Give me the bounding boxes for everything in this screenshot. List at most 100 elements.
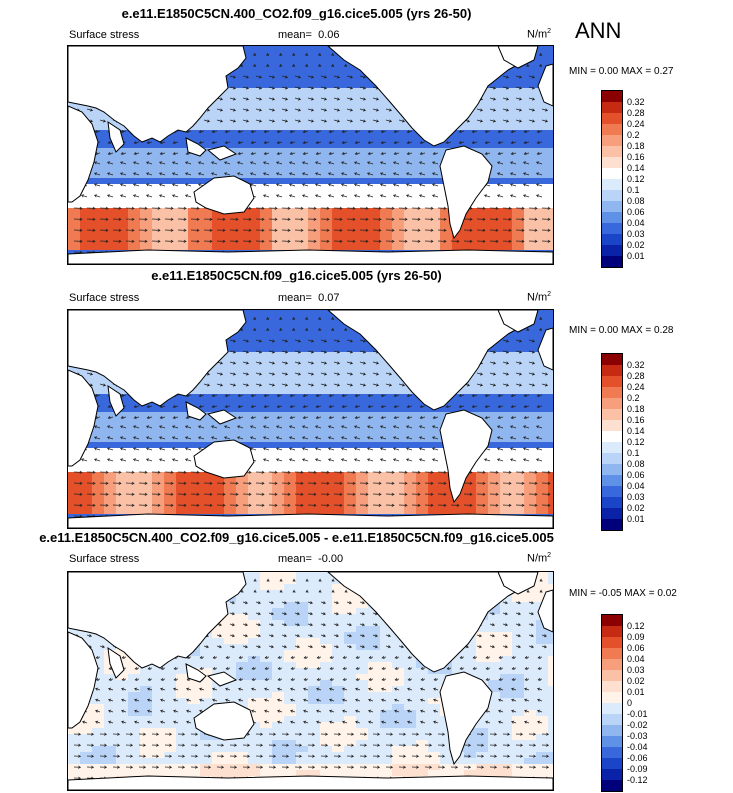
field-cell <box>260 322 272 328</box>
field-cell <box>164 484 176 490</box>
field-cell <box>476 406 488 412</box>
field-cell <box>392 430 404 436</box>
field-cell <box>344 106 356 112</box>
stress-vector-head <box>278 63 283 67</box>
stress-vector <box>277 152 283 155</box>
field-cell <box>152 178 164 184</box>
field-cell <box>356 124 368 130</box>
field-cell <box>512 178 524 184</box>
field-cell <box>368 424 380 430</box>
stress-vector <box>238 152 244 155</box>
field-cell <box>512 196 524 202</box>
stress-vector-head <box>349 372 354 376</box>
stress-vector-head <box>196 217 200 221</box>
field-cell <box>440 214 452 220</box>
stress-vector-head <box>352 239 356 243</box>
field-cell <box>524 148 536 154</box>
field-cell <box>212 100 224 106</box>
field-cell <box>500 172 512 178</box>
field-cell <box>200 478 212 484</box>
field-cell <box>500 106 512 112</box>
field-cell <box>404 238 416 244</box>
field-cell <box>308 202 320 208</box>
field-cell <box>344 202 356 208</box>
stress-vector-head <box>302 152 306 156</box>
stress-vector-head <box>326 206 330 210</box>
stress-vector-head <box>418 194 423 198</box>
field-cell <box>488 430 500 436</box>
field-cell <box>464 478 476 484</box>
stress-vector-head <box>365 228 369 232</box>
field-cell <box>80 208 92 214</box>
stress-vector-head <box>171 194 176 198</box>
field-cell <box>332 436 344 442</box>
field-cell <box>548 238 553 244</box>
field-cell <box>428 190 440 196</box>
field-cell <box>92 460 104 466</box>
field-cell <box>404 178 416 184</box>
field-cell <box>236 334 248 340</box>
field-cell <box>272 418 284 424</box>
stress-vector-head <box>405 194 410 198</box>
field-cell <box>308 448 320 454</box>
field-cell <box>344 352 356 358</box>
stress-vector <box>107 194 114 198</box>
colorbar-tick-label: 0.2 <box>627 129 640 140</box>
stress-vector-head <box>310 372 315 376</box>
field-cell <box>260 100 272 106</box>
field-cell <box>428 460 440 466</box>
stress-vector <box>419 161 426 165</box>
stress-vector <box>320 119 327 122</box>
field-cell <box>116 220 128 226</box>
field-cell <box>272 244 284 250</box>
stress-vector <box>354 194 361 198</box>
field-cell <box>356 340 368 346</box>
stress-vector <box>372 119 379 122</box>
field-cell <box>548 58 553 64</box>
stress-vector-head <box>79 239 83 243</box>
stress-vector-head <box>184 183 189 187</box>
field-cell <box>176 160 188 166</box>
field-cell <box>236 484 248 490</box>
field-cell <box>404 412 416 418</box>
stress-vector <box>515 119 522 122</box>
season-label: ANN <box>575 18 622 43</box>
field-cell <box>248 58 260 64</box>
stress-vector-head <box>107 141 111 145</box>
field-cell <box>416 154 428 160</box>
field-cell <box>308 382 320 388</box>
stress-vector-head <box>430 217 434 221</box>
stress-vector <box>320 339 327 342</box>
field-cell <box>164 490 176 496</box>
field-cell <box>368 154 380 160</box>
stress-vector-head <box>245 108 250 112</box>
field-cell <box>464 394 476 400</box>
field-cell <box>392 496 404 502</box>
field-cell <box>524 394 536 400</box>
field-cell <box>524 190 536 196</box>
field-cell <box>68 226 80 232</box>
field-cell <box>320 124 332 130</box>
field-cell <box>512 358 524 364</box>
field-cell <box>320 214 332 220</box>
field-cell <box>272 52 284 58</box>
field-cell <box>344 166 356 172</box>
stress-vector-head <box>232 361 237 365</box>
field-cell <box>332 196 344 202</box>
field-cell <box>524 406 536 412</box>
stress-vector-head <box>326 228 330 232</box>
field-cell <box>392 220 404 226</box>
stress-vector-head <box>341 130 345 134</box>
stress-vector <box>333 383 340 386</box>
stress-vector-head <box>375 97 380 101</box>
field-cell <box>92 388 104 394</box>
field-cell <box>200 418 212 424</box>
stress-vector-head <box>102 383 107 387</box>
stress-vector <box>523 172 530 176</box>
field-cell <box>284 70 296 76</box>
field-cell <box>392 394 404 400</box>
stress-vector-head <box>132 194 137 198</box>
stress-vector <box>242 383 249 386</box>
land-mass <box>439 145 493 240</box>
field-cell <box>80 202 92 208</box>
